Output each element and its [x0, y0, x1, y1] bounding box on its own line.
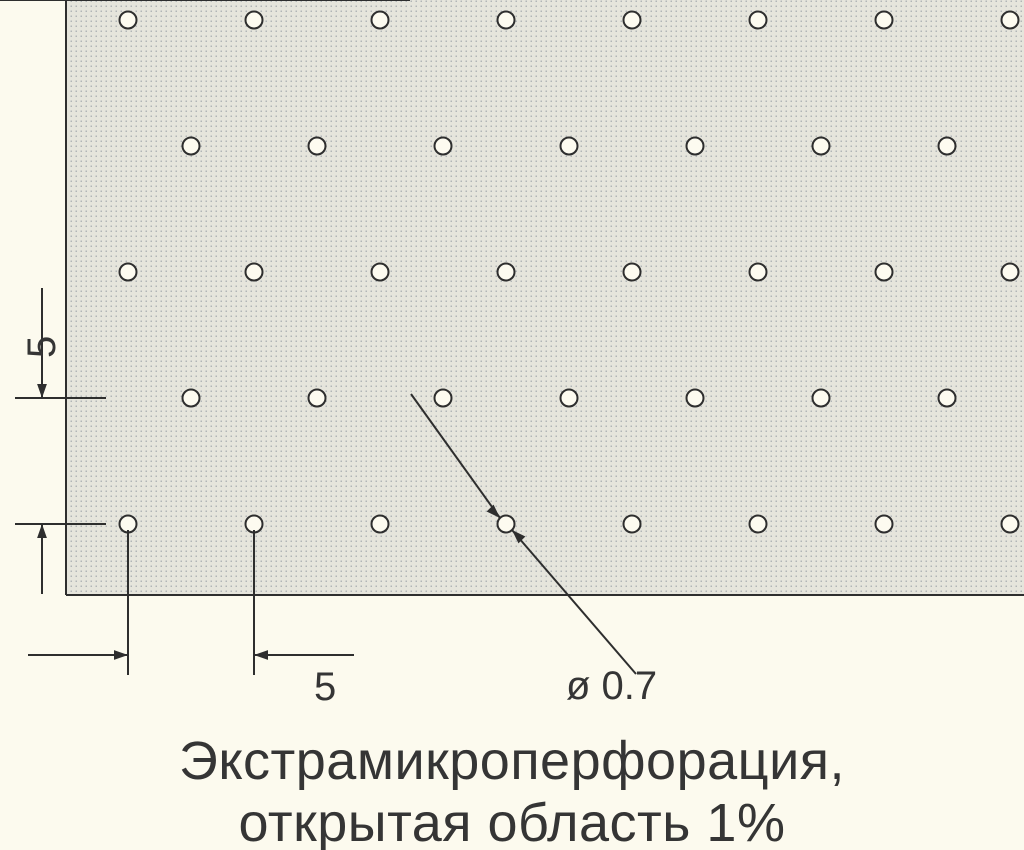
diagram-title: Экстрамикроперфорация, открытая область … [0, 730, 1024, 850]
title-line-2: открытая область 1% [0, 792, 1024, 850]
perforation-diagram [0, 0, 1024, 850]
horizontal-pitch-label: 5 [314, 665, 336, 710]
title-line-1: Экстрамикроперфорация, [0, 730, 1024, 792]
diameter-label: ø 0.7 [566, 664, 657, 709]
vertical-pitch-label: 5 [20, 336, 65, 358]
